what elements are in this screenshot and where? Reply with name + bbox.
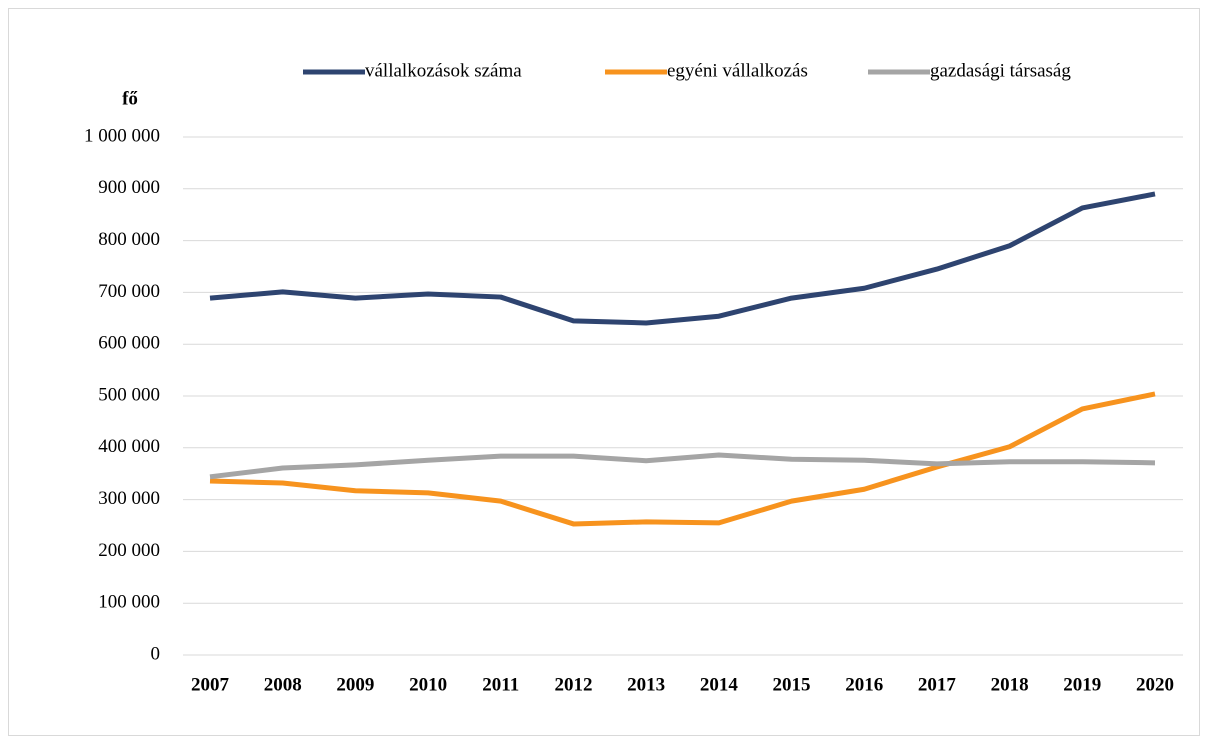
y-tick-label: 400 000 — [98, 436, 160, 457]
x-tick-label: 2017 — [918, 674, 957, 695]
y-tick-label: 900 000 — [98, 177, 160, 198]
x-tick-label: 2020 — [1136, 674, 1174, 695]
x-tick-label: 2016 — [845, 674, 883, 695]
y-tick-label: 500 000 — [98, 384, 160, 405]
y-tick-label: 600 000 — [98, 333, 160, 354]
y-tick-label: 800 000 — [98, 229, 160, 250]
y-tick-label: 200 000 — [98, 540, 160, 561]
y-axis-label: fő — [122, 88, 138, 109]
legend-label: gazdasági társaság — [930, 60, 1071, 81]
y-tick-label: 0 — [151, 643, 161, 664]
x-tick-label: 2013 — [627, 674, 665, 695]
y-tick-label: 1 000 000 — [84, 125, 160, 146]
x-tick-label: 2015 — [773, 674, 811, 695]
y-tick-label: 700 000 — [98, 281, 160, 302]
x-tick-label: 2018 — [991, 674, 1029, 695]
legend-label: vállalkozások száma — [365, 60, 522, 81]
x-tick-label: 2014 — [700, 674, 739, 695]
x-tick-label: 2019 — [1063, 674, 1101, 695]
legend-label: egyéni vállalkozás — [667, 60, 808, 81]
x-tick-label: 2009 — [336, 674, 374, 695]
chart-frame — [8, 8, 1200, 736]
x-tick-label: 2007 — [191, 674, 230, 695]
x-tick-label: 2012 — [554, 674, 592, 695]
x-tick-label: 2010 — [409, 674, 447, 695]
data-line — [209, 452, 1156, 480]
x-tick-label: 2011 — [482, 674, 519, 695]
x-tick-label: 2008 — [264, 674, 302, 695]
y-tick-label: 100 000 — [98, 592, 160, 613]
y-tick-label: 300 000 — [98, 488, 160, 509]
data-line — [209, 191, 1156, 326]
data-line — [209, 391, 1156, 527]
